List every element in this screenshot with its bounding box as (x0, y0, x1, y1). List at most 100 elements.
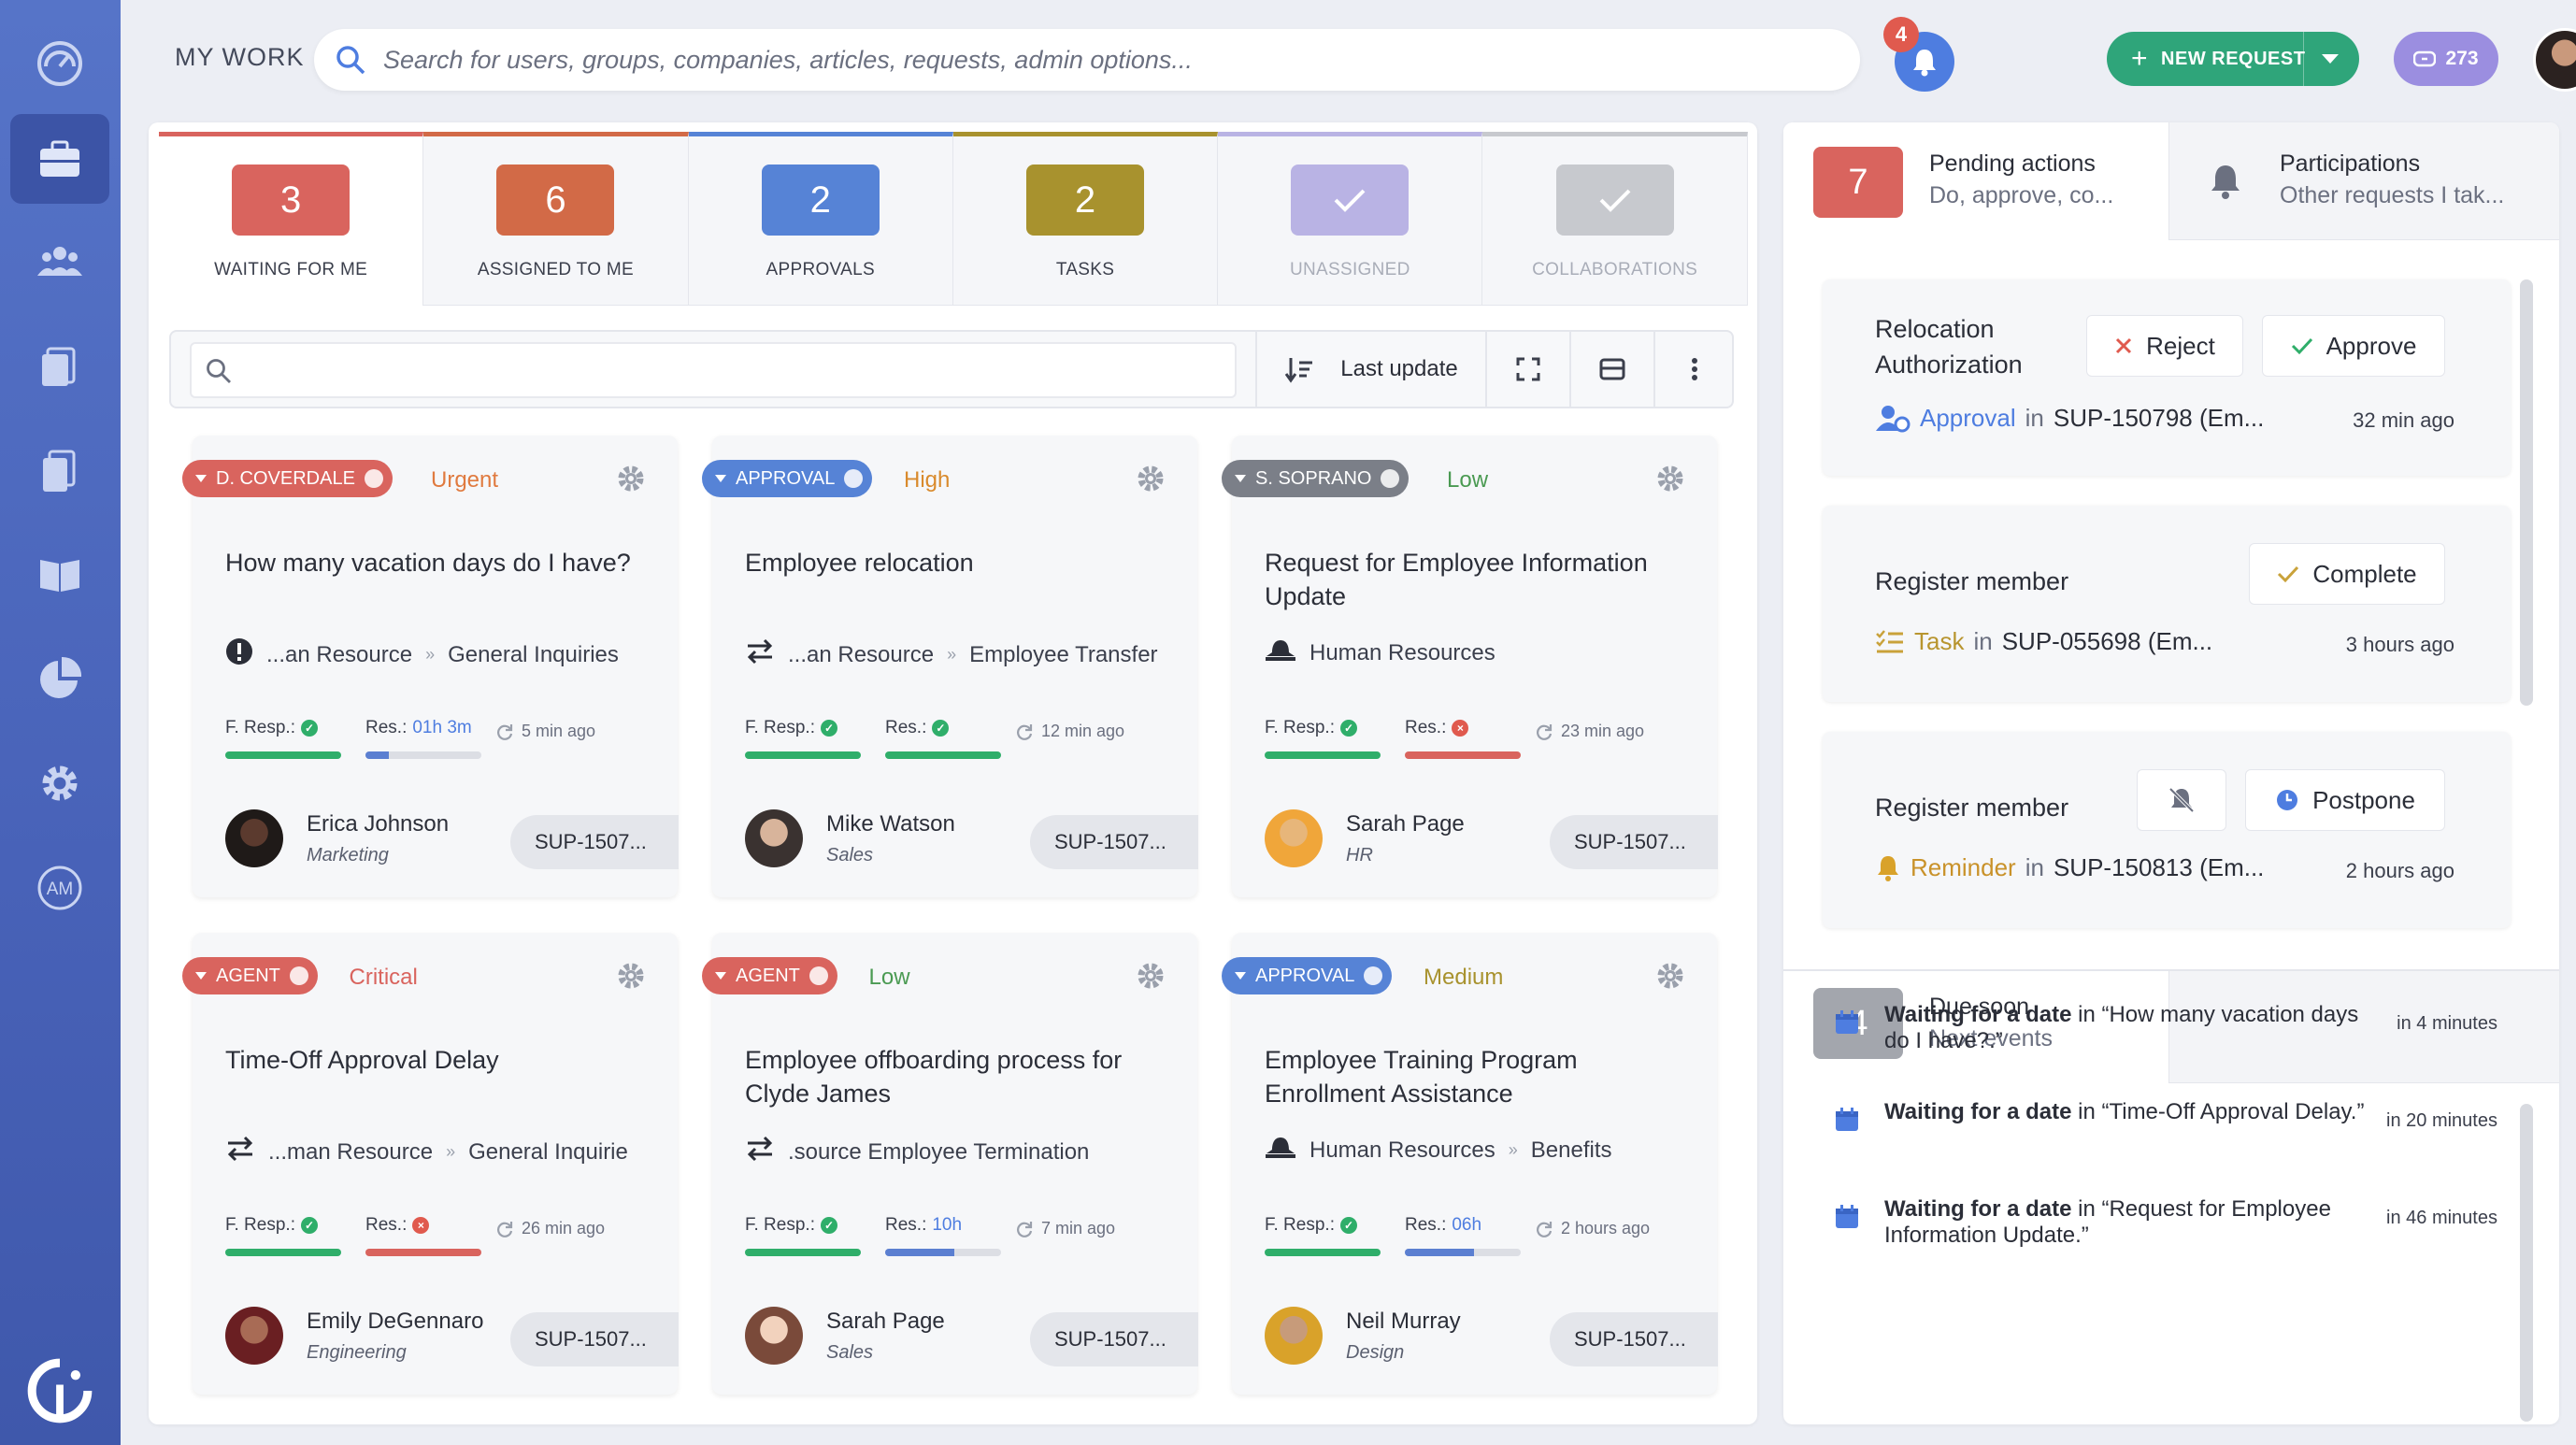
action-type-link[interactable]: Reminder (1911, 853, 2016, 881)
action-title: Register member (1875, 794, 2069, 822)
action-ref[interactable]: SUP-055698 (Em... (2001, 627, 2213, 655)
new-request-button[interactable]: + NEW REQUEST (2107, 32, 2359, 86)
request-title[interactable]: Employee offboarding process for Clyde J… (745, 1046, 1123, 1108)
check-icon (2278, 565, 2299, 583)
global-search[interactable] (314, 29, 1860, 91)
request-card[interactable]: AGENT Critical Time-Off Approval Delay .… (182, 933, 679, 1395)
clock-icon (2277, 790, 2298, 810)
request-card[interactable]: APPROVAL High Employee relocation ...an … (702, 436, 1198, 897)
avatar[interactable] (225, 1307, 283, 1365)
category-path: ...an Resource » Employee Transfer (745, 637, 1158, 672)
requester-name[interactable]: Sarah Page (826, 1309, 945, 1334)
request-title[interactable]: Employee relocation (745, 549, 974, 577)
briefcase-icon[interactable] (10, 114, 109, 204)
check-icon (1555, 165, 1674, 236)
resolution-label: Res.: (365, 1215, 408, 1235)
request-title[interactable]: Time-Off Approval Delay (225, 1046, 499, 1074)
pie-chart-icon[interactable] (10, 634, 109, 723)
fullscreen-button[interactable] (1485, 332, 1569, 407)
dashboard-icon[interactable] (10, 19, 109, 108)
requester-name[interactable]: Erica Johnson (307, 811, 450, 837)
action-type-link[interactable]: Approval (1920, 403, 2016, 432)
category-path: Human Resources (1265, 637, 1496, 668)
work-tabs: 3 WAITING FOR ME 6 ASSIGNED TO ME 2 APPROVALS… (159, 132, 1748, 306)
avatar[interactable] (225, 809, 283, 867)
avatar[interactable] (2533, 28, 2576, 92)
clock-icon (844, 469, 864, 488)
approve-button[interactable]: Approve (2262, 315, 2445, 377)
layout-icon (1599, 358, 1625, 380)
avatar[interactable] (1265, 809, 1323, 867)
request-card[interactable]: S. SOPRANO Low Request for Employee Info… (1222, 436, 1718, 897)
gear-icon[interactable] (1136, 464, 1166, 494)
postpone-button[interactable]: Postpone (2245, 769, 2445, 831)
request-card[interactable]: D. COVERDALE Urgent How many vacation da… (182, 436, 679, 897)
tab-pending-actions[interactable]: 7 Pending actions Do, approve, co... (1783, 122, 2168, 240)
gear-icon[interactable] (10, 738, 109, 828)
chevron-right-icon: » (947, 645, 957, 664)
request-id-tag[interactable]: SUP-1507... (510, 815, 679, 869)
tab-approvals[interactable]: 2 APPROVALS (688, 132, 953, 306)
requester-department: HR (1346, 845, 1373, 866)
request-title[interactable]: How many vacation days do I have? (225, 549, 631, 577)
action-ref[interactable]: SUP-150798 (Em... (2053, 403, 2265, 432)
action-ref[interactable]: SUP-150813 (Em... (2053, 853, 2265, 881)
last-update: 23 min ago (1535, 722, 1644, 741)
reject-button[interactable]: Reject (2086, 315, 2243, 377)
complete-button[interactable]: Complete (2249, 543, 2445, 605)
assignee-pill[interactable]: AGENT (702, 957, 837, 994)
more-options-button[interactable] (1653, 332, 1734, 407)
notifications-button[interactable] (1895, 32, 1954, 92)
avatar[interactable] (1265, 1307, 1323, 1365)
resolution-label: Res.: (1405, 1215, 1447, 1235)
tab-tasks[interactable]: 2 TASKS (952, 132, 1219, 306)
request-id-tag[interactable]: SUP-1507... (510, 1312, 679, 1366)
request-id-tag[interactable]: SUP-1507... (1550, 815, 1718, 869)
tab-assigned-to-me[interactable]: 6 ASSIGNED TO ME (423, 132, 689, 306)
credits-badge[interactable]: 273 (2394, 32, 2498, 86)
actions-scrollbar[interactable] (2520, 279, 2533, 706)
view-toggle-button[interactable] (1569, 332, 1653, 407)
request-id-tag[interactable]: SUP-1507... (1550, 1312, 1718, 1366)
assignee-pill[interactable]: S. SOPRANO (1222, 460, 1410, 497)
gear-icon[interactable] (616, 961, 646, 991)
mute-button[interactable] (2137, 769, 2226, 831)
request-card[interactable]: AGENT Low Employee offboarding process f… (702, 933, 1198, 1395)
assignee-pill[interactable]: D. COVERDALE (182, 460, 393, 497)
requester-name[interactable]: Emily DeGennaro (307, 1309, 484, 1334)
avatar[interactable] (745, 1307, 803, 1365)
check-circle-icon: ✓ (820, 720, 837, 737)
sort-button[interactable]: Last update (1255, 332, 1485, 407)
assignee-pill[interactable]: APPROVAL (1222, 957, 1393, 994)
requester-name[interactable]: Sarah Page (1346, 811, 1465, 837)
tab-participations[interactable]: Participations Other requests I tak... (2168, 122, 2559, 240)
gear-icon[interactable] (1655, 961, 1685, 991)
book-icon[interactable] (10, 529, 109, 619)
requester-name[interactable]: Neil Murray (1346, 1309, 1461, 1334)
assignee-pill[interactable]: APPROVAL (702, 460, 873, 497)
request-id-tag[interactable]: SUP-1507... (1030, 1312, 1198, 1366)
request-title[interactable]: Request for Employee Information Update (1265, 549, 1648, 610)
action-type-link[interactable]: Task (1914, 627, 1965, 655)
search-input[interactable] (383, 29, 1823, 91)
documents-icon[interactable] (10, 322, 109, 411)
users-icon[interactable] (10, 217, 109, 307)
caret-down-icon (195, 972, 207, 980)
tab-waiting-for-me[interactable]: 3 WAITING FOR ME (159, 132, 424, 306)
am-icon[interactable]: AM (10, 843, 109, 933)
requester-name[interactable]: Mike Watson (826, 811, 955, 837)
assignee-pill[interactable]: AGENT (182, 957, 318, 994)
clipboard-icon[interactable] (10, 426, 109, 516)
tab-collaborations[interactable]: COLLABORATIONS (1482, 132, 1748, 306)
gear-icon[interactable] (1655, 464, 1685, 494)
tab-unassigned[interactable]: UNASSIGNED (1218, 132, 1483, 306)
request-id-tag[interactable]: SUP-1507... (1030, 815, 1198, 869)
events-scrollbar[interactable] (2520, 1104, 2533, 1422)
avatar[interactable] (745, 809, 803, 867)
request-title[interactable]: Employee Training Program Enrollment Ass… (1265, 1046, 1578, 1108)
filter-search-input[interactable] (190, 342, 1237, 398)
gear-icon[interactable] (616, 464, 646, 494)
chevron-down-icon[interactable] (2320, 50, 2340, 67)
request-card[interactable]: APPROVAL Medium Employee Training Progra… (1222, 933, 1718, 1395)
gear-icon[interactable] (1136, 961, 1166, 991)
